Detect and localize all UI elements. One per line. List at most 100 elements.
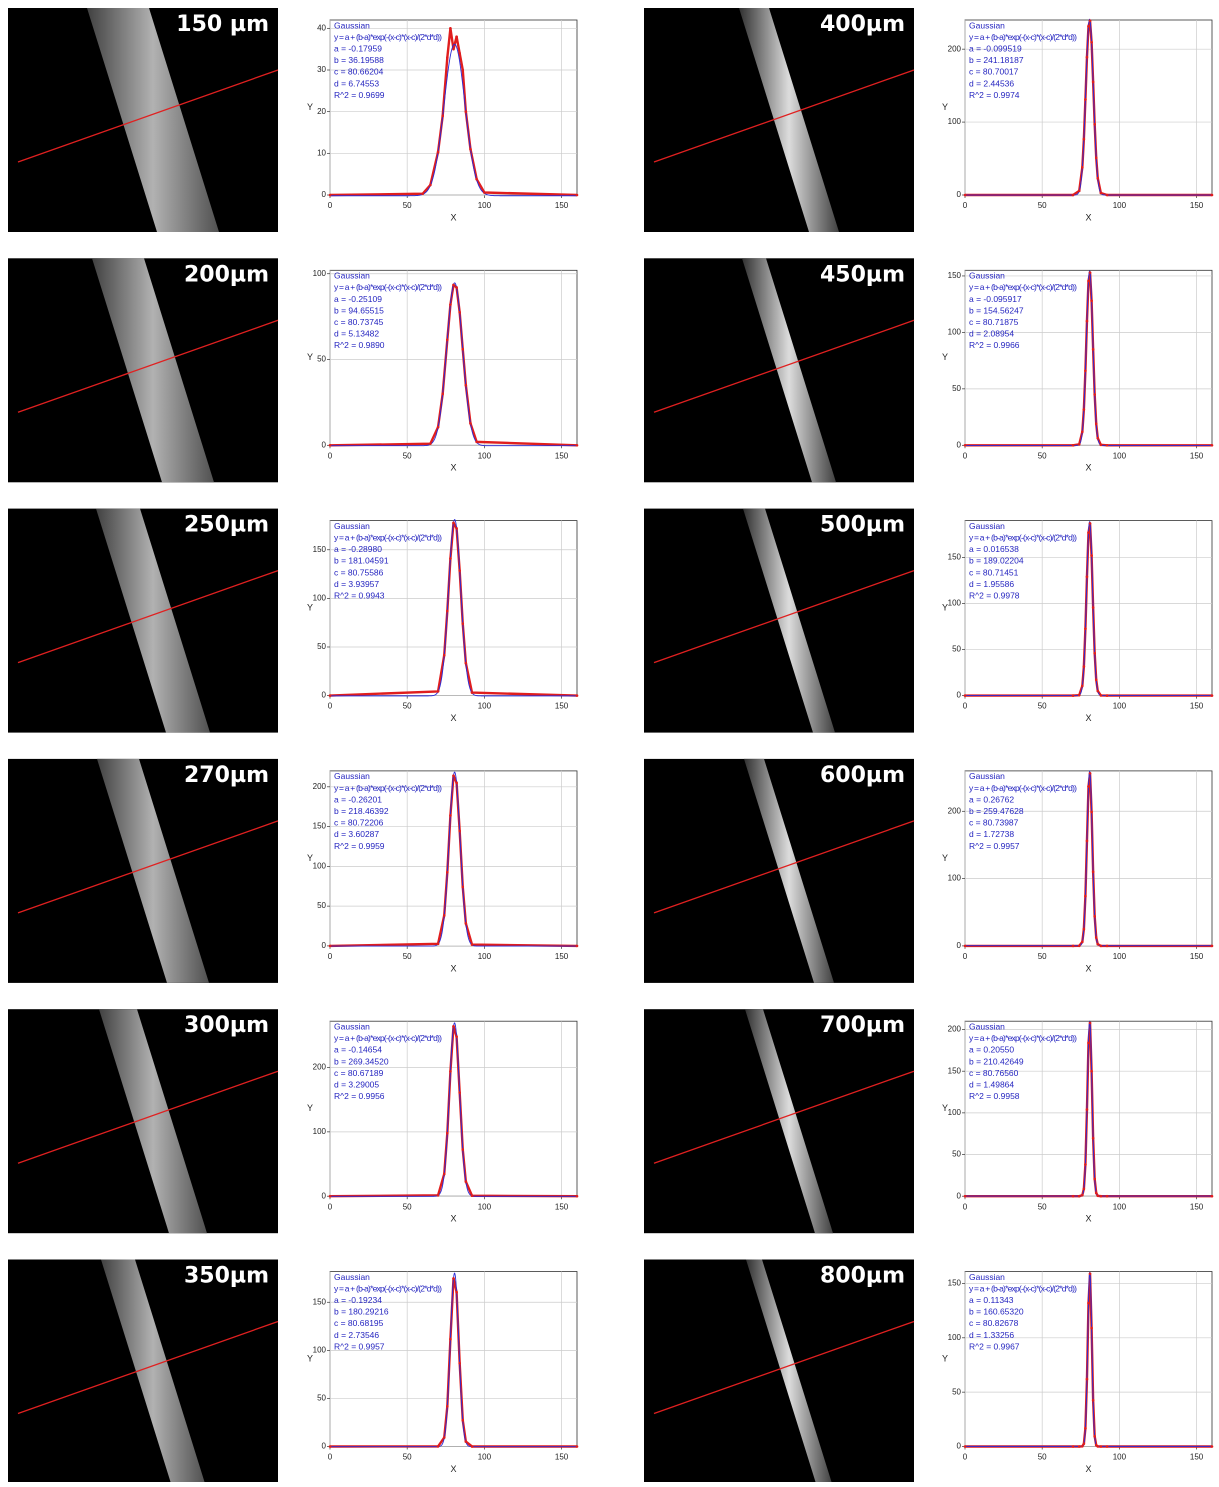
fit-legend-text: a = 0.016538 [969,544,1019,554]
fit-legend-text: b = 36.19588 [334,55,384,65]
y-axis-label: Y [307,352,313,362]
data-point [1105,1445,1109,1448]
data-point [1088,522,1092,525]
data-point [1091,80,1095,84]
fit-legend-text: c = 80.68195 [334,1318,384,1328]
fit-legend-text: d = 2.08954 [969,329,1014,339]
data-point [429,442,432,446]
y-tick-label: 150 [948,553,962,562]
data-point [1087,1301,1090,1305]
data-point [455,527,458,530]
x-axis-label: X [450,713,456,723]
data-point [1094,678,1098,682]
data-point [1099,191,1103,195]
fit-curve [330,43,577,197]
data-point [470,943,474,946]
fit-legend-text: R^2 = 0.9957 [969,841,1020,851]
x-tick-label: 100 [478,201,492,210]
data-point [1091,606,1095,609]
fit-legend-text: y = a + (b-a)*exp(-(x-c)*(x-c)/(2*d*d)) [969,783,1077,793]
data-point [1099,1194,1103,1198]
fit-legend-text: b = 181.04591 [334,556,389,566]
data-point [575,944,579,948]
data-point [1077,442,1081,446]
data-point [1094,936,1098,939]
data-point [449,557,452,560]
y-tick-label: 50 [317,355,326,364]
data-point [1081,684,1084,688]
image-label: 450µm [820,262,905,287]
data-point [328,944,332,948]
data-point [1087,279,1090,283]
image-label: 200µm [184,262,269,287]
fit-legend-text: Gaussian [969,771,1005,781]
y-tick-label: 100 [948,599,962,608]
fit-legend-text: b = 160.65320 [969,1307,1024,1317]
profile-line [653,319,915,413]
data-point [1084,98,1087,101]
data-point [1091,348,1095,351]
y-axis-label: Y [942,102,948,112]
fit-legend-text: R^2 = 0.9699 [334,90,385,100]
x-axis-label: X [450,1464,456,1474]
fit-legend-text: c = 80.67189 [334,1068,384,1078]
fit-legend-text: a = -0.25109 [334,294,382,304]
data-point [446,1131,449,1135]
y-tick-label: 100 [948,117,962,126]
data-point [1090,299,1093,303]
y-tick-label: 50 [952,1387,961,1396]
x-tick-label: 150 [1190,1453,1204,1462]
fit-legend-text: y = a + (b-a)*exp(-(x-c)*(x-c)/(2*d*d)) [969,282,1077,292]
data-point [963,193,967,197]
data-point [442,914,446,917]
data-point [1084,627,1087,631]
data-point [475,440,478,444]
profile-line [17,569,279,664]
data-point [461,1148,465,1151]
fit-legend-text: c = 80.72206 [334,818,384,828]
data-point [458,569,461,572]
data-point [446,609,449,613]
data-point [441,392,444,396]
fit-legend-text: a = -0.17959 [334,43,382,53]
fit-legend-text: y = a + (b-a)*exp(-(x-c)*(x-c)/(2*d*d)) [969,1033,1077,1043]
data-point [1088,271,1092,274]
fiber [744,758,834,983]
profile-line [17,1320,279,1415]
data-point [421,192,424,196]
fiber [101,1259,205,1484]
y-tick-label: 30 [317,65,326,74]
data-point [464,110,468,113]
data-point [449,27,452,30]
y-tick-label: 150 [948,1066,962,1075]
x-tick-label: 50 [1038,952,1047,961]
image-background [644,1009,914,1234]
data-point [469,422,472,425]
y-tick-label: 100 [948,874,962,883]
x-tick-label: 100 [478,451,492,460]
data-point [429,183,432,187]
fit-legend-text: c = 80.73987 [969,818,1019,828]
x-tick-label: 100 [1113,1453,1127,1462]
x-axis-label: X [450,963,456,973]
data-point [455,1290,458,1294]
fit-legend-text: R^2 = 0.9958 [969,1091,1020,1101]
data-point [449,1070,452,1073]
y-tick-label: 0 [322,190,327,199]
fit-legend-text: b = 154.56247 [969,305,1024,315]
y-tick-label: 150 [948,271,962,280]
data-point [446,56,449,59]
fit-legend-text: c = 80.73745 [334,317,384,327]
image-label: 150 µm [176,12,269,37]
x-tick-label: 0 [963,451,968,460]
x-tick-label: 0 [963,1202,968,1211]
y-tick-label: 150 [313,1297,327,1306]
data-point [452,521,455,525]
y-tick-label: 100 [313,269,327,278]
fit-legend-text: R^2 = 0.9956 [334,1091,385,1101]
fit-legend-text: b = 259.47628 [969,806,1024,816]
fit-legend-text: a = -0.095917 [969,294,1022,304]
fit-legend-text: d = 1.72738 [969,829,1014,839]
y-tick-label: 150 [313,545,327,554]
image-label: 600µm [820,763,905,788]
